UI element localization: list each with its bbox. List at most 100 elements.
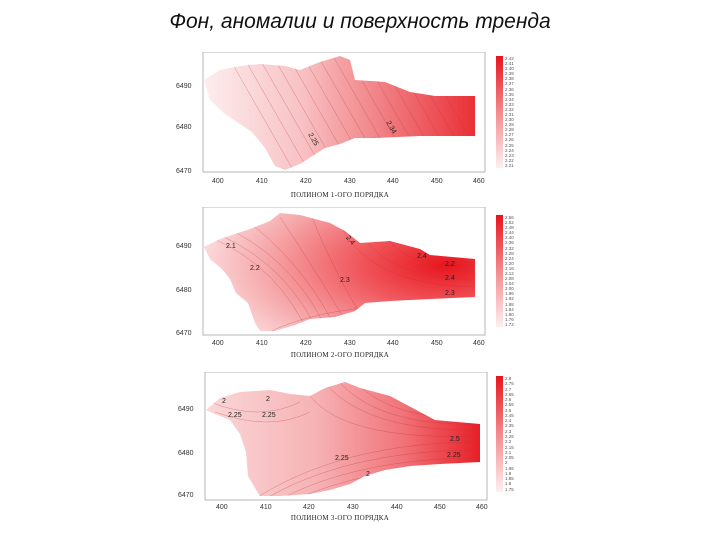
slide-title: Фон, аномалии и поверхность тренда [169,10,551,33]
contour-label: 2 [222,398,226,405]
legend-label: 2.42 [505,56,514,61]
legend-label: 2.4 [505,418,512,424]
legend-label: 2.40 [505,235,514,241]
x-tick: 440 [391,504,403,511]
map-panel-2: 6490 6480 6470 400 410 420 430 440 450 4… [160,207,520,359]
x-tick: 410 [256,340,268,347]
legend-label: 2.34 [505,96,514,102]
legend-label: 2.25 [505,434,514,439]
legend-label: 1.92 [505,296,514,302]
contour-label: 2.5 [450,436,460,443]
legend-label: 2.05 [505,455,514,461]
y-tick: 6490 [176,243,192,250]
x-tick: 460 [476,504,488,511]
legend-label: 1.72 [505,321,514,327]
legend-label: 2.8 [505,376,512,381]
legend-label: 2.24 [505,147,514,153]
legend-label: 2.35 [505,91,514,97]
legend-label: 2.2 [505,439,512,445]
contour-label: 2.25 [262,412,276,419]
legend-label: 2.20 [505,260,514,266]
x-tick: 440 [387,340,399,347]
legend-label: 2.28 [505,250,514,256]
contour-label: 2.4 [445,275,455,282]
legend-label: 1.88 [505,301,514,307]
legend-label: 2.3 [505,428,512,434]
y-tick: 6480 [176,287,192,294]
panel-caption-3: ПОЛИНОМ 3-ОГО ПОРЯДКА [290,514,390,522]
legend-label: 2.44 [505,230,514,236]
y-tick: 6470 [176,330,192,337]
legend-label: 2.36 [505,240,514,246]
legend-label: 2.16 [505,265,514,271]
y-tick: 6470 [178,492,194,499]
contour-label: 2 [366,471,370,478]
legend-label: 2.32 [505,106,514,112]
trend-map-3 [204,372,503,501]
legend-label: 2.28 [505,127,514,133]
legend-label: 2.41 [505,61,514,67]
legend-label: 2.45 [505,412,514,418]
legend-label: 1.96 [505,291,514,297]
legend-label: 2.38 [505,76,514,82]
legend-label: 2.15 [505,444,514,450]
legend-label: 1.8 [505,481,512,487]
legend-label: 2.40 [505,66,514,72]
legend-label: 2.08 [505,276,514,282]
contour-label: 2.1 [226,243,236,250]
legend-label: 2.55 [505,402,514,408]
legend-label: 1.75 [505,486,514,492]
legend-label: 2.00 [505,286,514,292]
y-tick: 6470 [176,168,192,175]
x-tick: 430 [344,178,356,185]
x-tick: 430 [347,504,359,511]
x-tick: 420 [300,340,312,347]
x-tick: 400 [212,178,224,185]
legend-label: 2.24 [505,255,514,261]
legend-labels-2: 2.56 2.52 2.48 2.44 2.40 2.36 2.32 2.28 2.24 2.20… [505,215,525,327]
contour-label: 2.25 [447,452,461,459]
legend-label: 2.5 [505,407,512,413]
y-tick: 6480 [178,450,194,457]
legend-label: 2.04 [505,281,514,287]
legend-label: 2.30 [505,117,514,123]
legend-label: 1.84 [505,306,514,312]
legend-label: 2.52 [505,220,514,226]
legend-bar-1 [496,56,503,168]
x-tick: 440 [387,178,399,185]
legend-labels-3: 2.8 2.75 2.7 2.65 2.6 2.55 2.5 2.45 2.4 2.35 2.3 2.… [505,376,525,492]
contour-label: 2 [266,396,270,403]
x-tick: 450 [434,504,446,511]
legend-label: 2.12 [505,271,514,276]
legend-label: 2.1 [505,449,512,455]
x-tick: 450 [431,178,443,185]
legend-label: 1.76 [505,316,514,322]
x-tick: 460 [473,178,485,185]
map-panel-3: 6490 6480 6470 400 410 420 430 440 450 4… [160,372,520,522]
legend-label: 2.48 [505,225,514,231]
legend-label: 2.75 [505,381,514,387]
legend-label: 1.9 [505,470,512,476]
panel-caption-1: ПОЛИНОМ 1-ОГО ПОРЯДКА [290,191,390,199]
legend-label: 2.39 [505,71,514,77]
x-tick: 420 [303,504,315,511]
legend-label: 2.65 [505,391,514,397]
legend-label: 2.26 [505,137,514,143]
legend-labels-1: 2.42 2.41 2.40 2.39 2.38 2.37 2.36 2.35 2.34 2.33… [505,56,525,168]
legend-label: 2.6 [505,397,512,403]
legend-label: 2.31 [505,112,514,117]
x-tick: 410 [256,178,268,185]
contour-label: 2.4 [417,253,427,260]
legend-label: 1.85 [505,476,514,482]
legend-label: 2.25 [505,142,514,148]
legend-label: 2 [505,460,508,466]
contour-label: 2.25 [228,412,242,419]
legend-label: 2.21 [505,162,514,168]
legend-label: 2.29 [505,122,514,128]
x-tick: 450 [431,340,443,347]
x-tick: 400 [216,504,228,511]
legend-label: 2.36 [505,86,514,92]
legend-label: 2.35 [505,423,514,429]
map-panel-1: 6490 6480 6470 400 410 420 430 440 450 4… [160,52,520,202]
x-tick: 410 [260,504,272,511]
